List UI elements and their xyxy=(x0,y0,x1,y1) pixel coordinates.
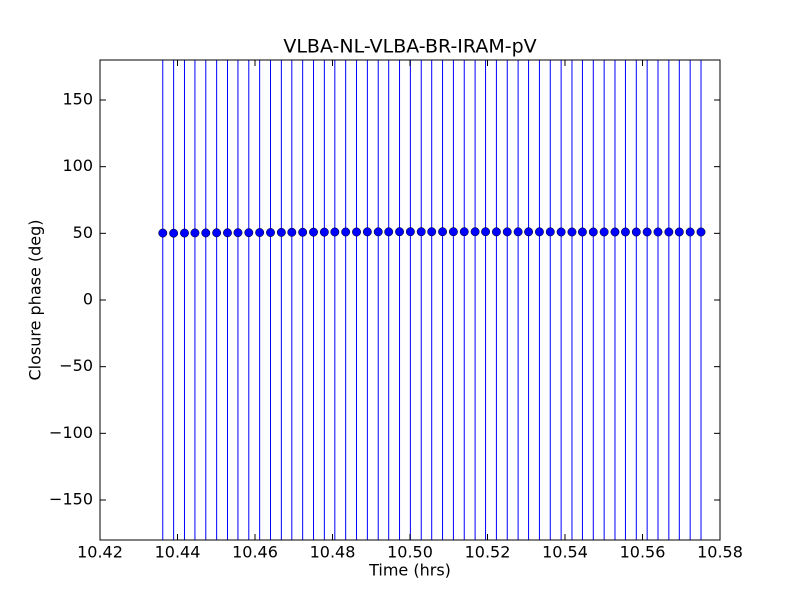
x-tick-label: 10.46 xyxy=(232,543,278,562)
y-axis-label: Closure phase (deg) xyxy=(26,219,45,380)
data-point xyxy=(276,227,286,237)
data-point xyxy=(491,227,501,237)
data-point xyxy=(384,227,394,237)
data-point xyxy=(534,227,544,237)
data-point xyxy=(169,228,179,238)
data-point xyxy=(341,227,351,237)
x-tick-label: 10.50 xyxy=(387,543,433,562)
data-point xyxy=(395,227,404,237)
x-tick-label: 10.48 xyxy=(310,543,356,562)
data-point xyxy=(416,227,426,237)
y-tick-label: 50 xyxy=(73,223,93,242)
data-point xyxy=(653,227,663,237)
x-tick-label: 10.42 xyxy=(77,543,123,562)
data-point xyxy=(201,228,211,238)
data-point xyxy=(696,227,706,237)
data-point xyxy=(459,227,469,237)
x-tick-label: 10.58 xyxy=(697,543,743,562)
data-point xyxy=(319,227,329,237)
data-point xyxy=(470,227,480,237)
y-tick-label: 0 xyxy=(83,290,93,309)
data-point xyxy=(233,228,243,238)
data-point xyxy=(298,227,308,237)
x-axis-label: Time (hrs) xyxy=(368,561,451,580)
plot-area xyxy=(158,60,706,540)
data-point xyxy=(588,227,598,237)
data-point xyxy=(223,228,232,238)
y-tick-label: 150 xyxy=(62,90,93,109)
data-point xyxy=(427,227,437,237)
data-point xyxy=(642,227,652,237)
data-point xyxy=(405,227,415,237)
x-tick-label: 10.44 xyxy=(155,543,201,562)
data-point xyxy=(180,228,189,238)
data-point xyxy=(266,228,275,237)
data-point xyxy=(631,227,641,237)
data-point xyxy=(373,227,383,237)
data-point xyxy=(524,227,534,237)
data-point xyxy=(621,227,630,237)
data-point xyxy=(481,227,491,237)
data-point xyxy=(567,227,577,237)
data-point xyxy=(190,228,200,238)
x-tick-label: 10.56 xyxy=(620,543,666,562)
data-point xyxy=(212,228,222,238)
data-point xyxy=(685,227,695,237)
data-point xyxy=(674,227,684,237)
data-point xyxy=(287,227,297,237)
y-tick-label: −100 xyxy=(49,423,93,442)
y-tick-label: −150 xyxy=(49,490,93,509)
data-point xyxy=(502,227,512,237)
data-point xyxy=(244,228,254,238)
data-point xyxy=(610,227,620,237)
data-point xyxy=(545,227,555,237)
chart-title: VLBA-NL-VLBA-BR-IRAM-pV xyxy=(283,36,536,58)
data-point xyxy=(599,227,609,237)
data-point xyxy=(577,227,587,237)
data-point xyxy=(352,227,361,237)
x-tick-label: 10.52 xyxy=(465,543,511,562)
y-tick-label: 100 xyxy=(62,156,93,175)
data-point xyxy=(556,227,566,237)
data-point xyxy=(513,227,523,237)
data-point xyxy=(158,228,168,238)
data-point xyxy=(309,227,318,237)
x-tick-label: 10.54 xyxy=(542,543,588,562)
data-point xyxy=(255,228,265,237)
y-tick-label: −50 xyxy=(59,356,93,375)
data-point xyxy=(664,227,674,237)
data-point xyxy=(362,227,372,237)
data-point xyxy=(448,227,458,237)
plot-frame xyxy=(99,59,721,541)
data-point xyxy=(330,227,340,237)
data-point xyxy=(438,227,447,237)
